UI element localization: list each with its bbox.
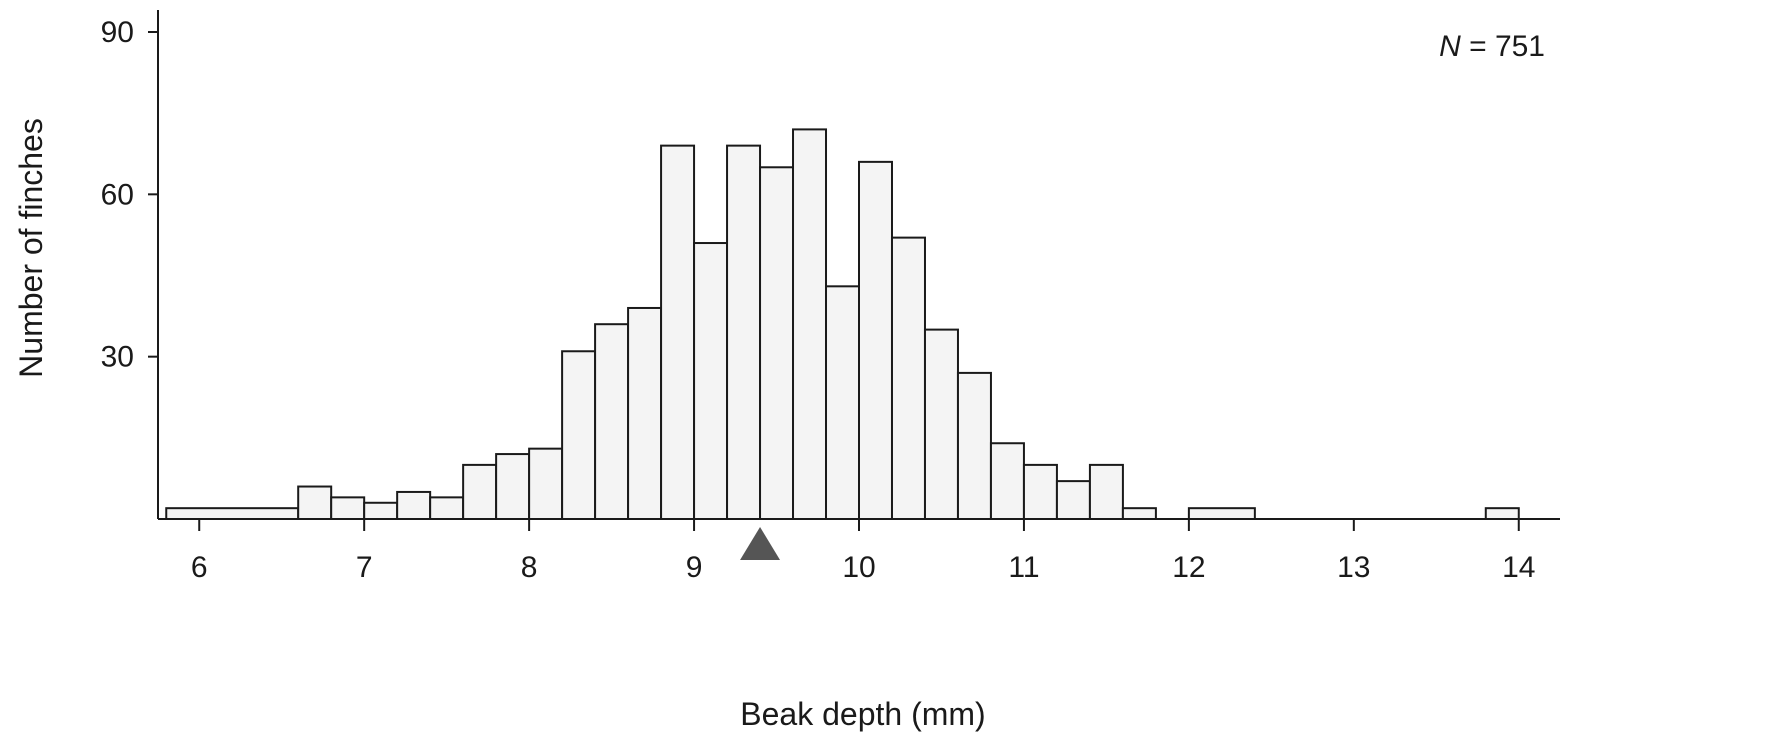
x-tick-label-5: 11 (1008, 551, 1039, 584)
histogram-bar-24 (1055, 480, 1091, 520)
x-tick-label-7: 13 (1337, 551, 1370, 584)
x-tick-label-0: 6 (191, 551, 208, 584)
histogram-bar-14 (726, 144, 762, 520)
sample-size-annotation: N = 751 (1439, 30, 1545, 63)
histogram-bar-1 (297, 485, 333, 520)
histogram-bar-15 (759, 166, 795, 520)
histogram-bar-16 (792, 128, 828, 520)
x-tick-label-8: 14 (1502, 551, 1535, 584)
bars-layer (165, 128, 1520, 521)
x-tick-label-3: 9 (686, 551, 703, 584)
y-axis-title: Number of finches (13, 118, 49, 378)
histogram-bar-26 (1121, 507, 1157, 520)
histogram-bar-18 (858, 160, 893, 520)
histogram-bar-5 (429, 496, 465, 520)
histogram-bar-7 (495, 453, 531, 521)
histogram-bar-6 (462, 463, 498, 521)
histogram-bar-28 (1484, 507, 1520, 520)
x-tick-label-2: 8 (521, 551, 538, 584)
x-axis-title: Beak depth (mm) (740, 696, 985, 732)
histogram-bar-8 (528, 447, 564, 520)
histogram-bar-13 (693, 242, 729, 520)
x-ticks: 6 7 8 9 10 11 12 13 14 (191, 519, 1535, 584)
histogram-bar-25 (1088, 463, 1124, 521)
histogram-bar-12 (660, 144, 696, 520)
x-tick-label-6: 12 (1172, 551, 1205, 584)
histogram-bar-19 (890, 236, 926, 520)
mean-triangle-marker (740, 527, 781, 560)
histogram-bar-23 (1022, 463, 1058, 521)
sample-size-symbol: N (1439, 30, 1461, 63)
histogram-bar-17 (825, 285, 861, 520)
histogram-bar-9 (561, 350, 597, 521)
histogram-bar-4 (396, 490, 432, 521)
histogram-bar-21 (956, 371, 992, 520)
y-tick-label-2: 90 (101, 16, 134, 49)
x-tick-label-1: 7 (356, 551, 373, 584)
y-tick-label-1: 60 (101, 178, 134, 211)
histogram-bar-3 (363, 501, 399, 520)
histogram-bar-20 (923, 328, 959, 520)
histogram-bar-10 (594, 323, 630, 521)
sample-size-value: = 751 (1461, 30, 1545, 63)
y-ticks: 30 60 90 (101, 16, 158, 374)
histogram-bar-22 (989, 442, 1025, 520)
histogram-bar-2 (330, 496, 366, 520)
x-tick-label-4: 10 (842, 551, 875, 584)
y-tick-label-0: 30 (101, 341, 134, 374)
histogram-bar-11 (627, 306, 663, 520)
histogram-bar-0 (165, 507, 300, 520)
histogram-bar-27 (1187, 507, 1256, 520)
